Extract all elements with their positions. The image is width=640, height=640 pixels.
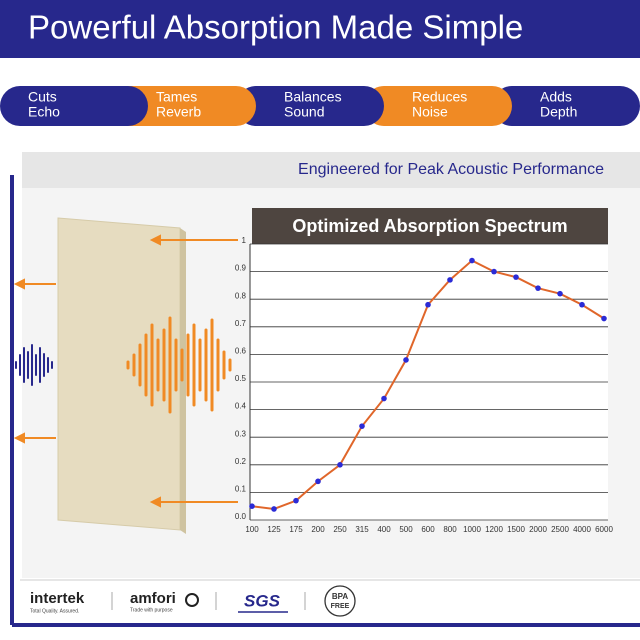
point [403, 357, 409, 363]
x-tick-label: 2500 [551, 525, 569, 534]
x-tick-label: 1500 [507, 525, 525, 534]
feature-label: Reverb [156, 104, 201, 120]
x-tick-label: 400 [377, 525, 391, 534]
x-tick-label: 125 [267, 525, 281, 534]
point [359, 423, 365, 429]
point [513, 274, 519, 280]
feature-label: Depth [540, 104, 577, 120]
point [315, 478, 321, 485]
y-tick-label: 0.2 [235, 457, 247, 466]
x-tick-label: 315 [355, 525, 369, 534]
feature-tab [364, 86, 512, 126]
feature-tab [236, 86, 384, 126]
y-tick-label: 0.5 [235, 374, 247, 383]
point [469, 257, 475, 264]
y-tick-label: 1 [242, 236, 247, 245]
feature-label: Cuts [28, 89, 57, 105]
chart-title-box [252, 208, 608, 244]
point [249, 503, 255, 510]
x-tick-label: 1200 [485, 525, 503, 534]
feature-label: Adds [540, 89, 572, 105]
logo: SGS [244, 591, 281, 610]
logo: intertek [30, 590, 85, 607]
point [271, 506, 277, 512]
chart: 0.0 0.1 0.2 0.3 0.4 0.5 0.6 0.7 0.8 0.9 1 100 125 175… [235, 236, 614, 534]
feature-tab [0, 86, 148, 126]
acoustic-panel [57, 217, 181, 531]
logo: amfori [130, 590, 176, 607]
x-tick-label: 6000 [595, 525, 613, 534]
point [381, 395, 387, 402]
feature-label: Tames [156, 89, 197, 105]
feature-label: Echo [28, 104, 60, 120]
navy-waveform [15, 344, 53, 386]
logo-icon [324, 585, 356, 617]
point [425, 301, 431, 308]
x-tick-label: 4000 [573, 525, 591, 534]
header-band [0, 0, 640, 58]
y-tick-label: 0.6 [235, 347, 247, 356]
feature-label: Sound [284, 104, 324, 120]
logo: FREE [331, 603, 350, 610]
y-tick-label: 0.1 [235, 485, 247, 494]
y-tick-label: 0.4 [235, 402, 247, 411]
point [293, 497, 299, 504]
x-tick-label: 1000 [463, 525, 481, 534]
header-title: Powerful Absorption Made Simple [28, 9, 523, 46]
subtitle: Engineered for Peak Acoustic Performance [298, 161, 604, 178]
feature-label: Reduces [412, 89, 467, 105]
logo-tagline: Trade with purpose [130, 607, 173, 613]
feature-label: Balances [284, 89, 342, 105]
x-tick-label: 500 [399, 525, 413, 534]
x-tick-label: 600 [421, 525, 435, 534]
point [579, 301, 585, 308]
logo-icon [185, 593, 199, 607]
feature-label: Noise [412, 104, 448, 120]
point [557, 290, 563, 297]
logo-tagline: Total Quality. Assured. [30, 608, 79, 614]
x-tick-label: 200 [311, 525, 325, 534]
feature-tab [492, 86, 640, 126]
point [601, 315, 607, 322]
x-tick-label: 800 [443, 525, 457, 534]
x-tick-label: 100 [245, 525, 259, 534]
chart-title: Optimized Absorption Spectrum [292, 216, 567, 236]
y-tick-label: 0.9 [235, 264, 247, 273]
point [447, 277, 453, 283]
x-tick-label: 250 [333, 525, 347, 534]
y-tick-label: 0.7 [235, 319, 247, 328]
arrows [13, 234, 238, 508]
y-tick-label: 0.8 [235, 291, 247, 300]
subtitle-band [22, 152, 640, 188]
logo: BPA [332, 592, 349, 601]
point [535, 285, 541, 291]
x-tick-label: 2000 [529, 525, 547, 534]
y-tick-label: 0.3 [235, 429, 247, 438]
point [337, 462, 343, 468]
x-tick-label: 175 [289, 525, 303, 534]
point [491, 268, 497, 275]
y-tick-label: 0.0 [235, 512, 247, 521]
orange-waveform [126, 316, 232, 414]
